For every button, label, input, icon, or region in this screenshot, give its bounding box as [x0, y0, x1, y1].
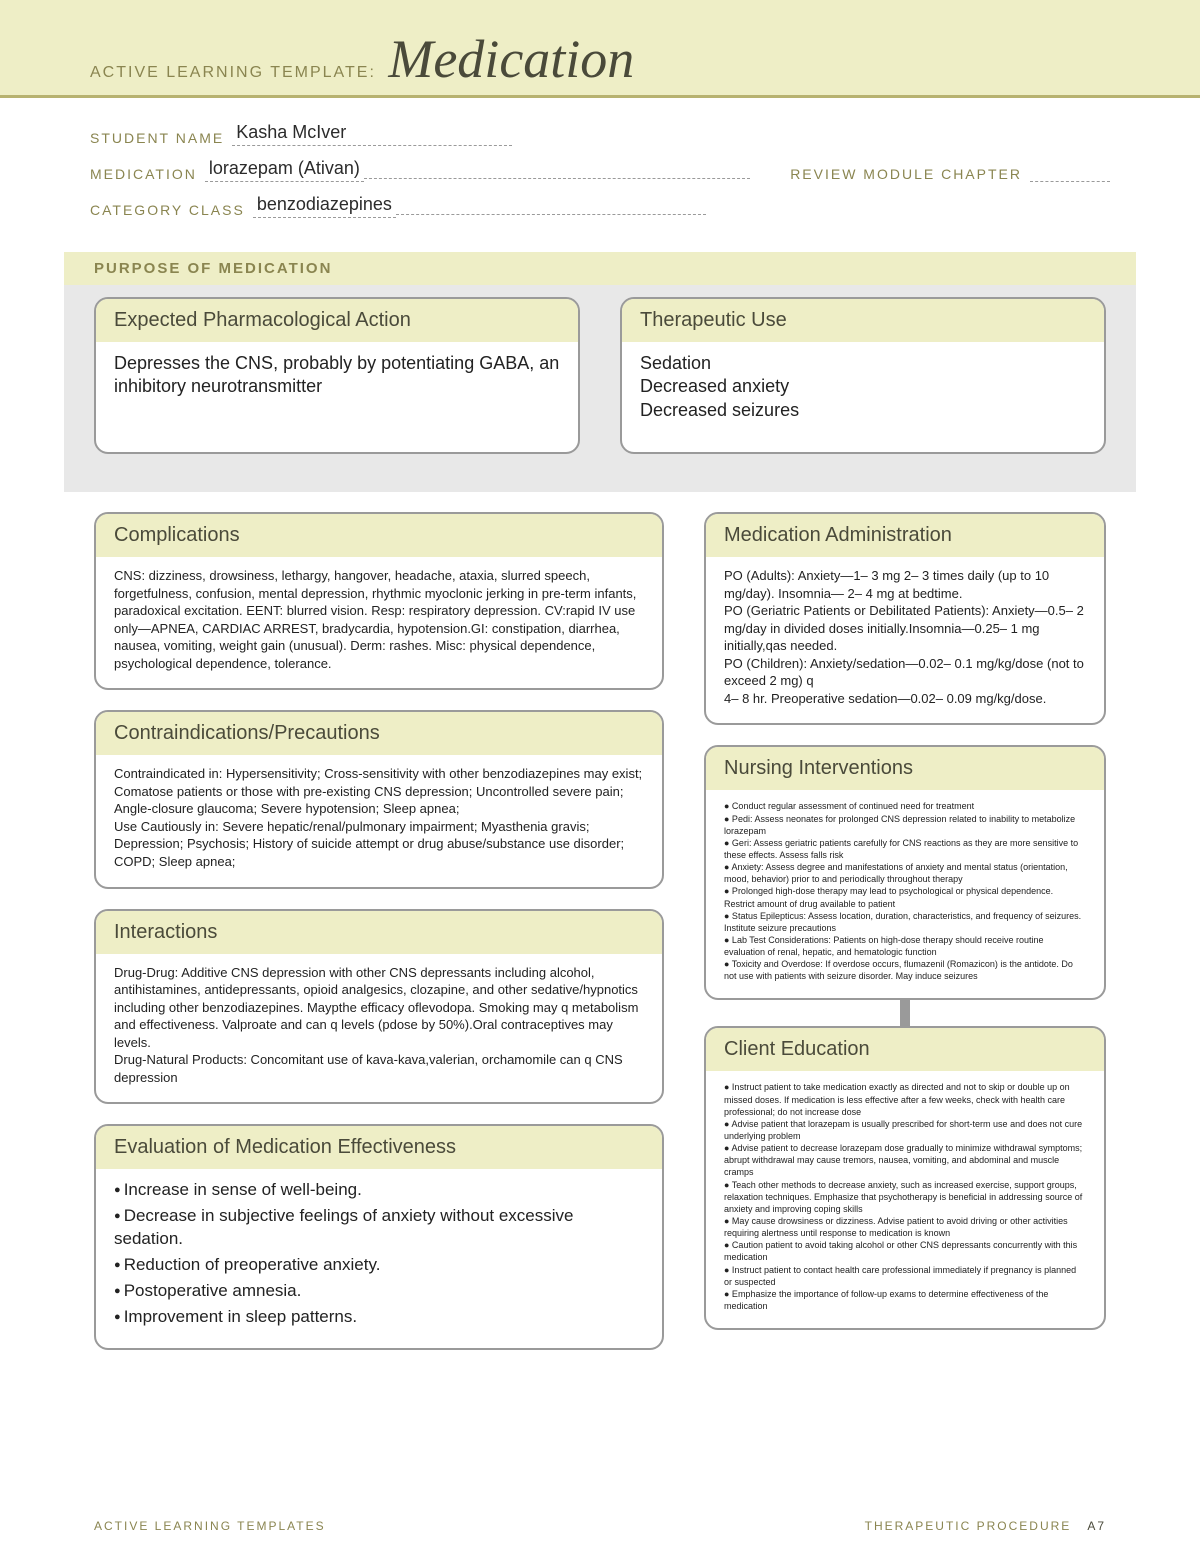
category-label: CATEGORY CLASS	[90, 202, 245, 218]
column-right: Medication Administration PO (Adults): A…	[704, 512, 1106, 1370]
meta-row-student: STUDENT NAME Kasha McIver	[90, 122, 1110, 146]
meta-row-medication: MEDICATION lorazepam (Ativan) REVIEW MOD…	[90, 158, 1110, 182]
contraindications-title: Contraindications/Precautions	[96, 712, 662, 755]
header-band: ACTIVE LEARNING TEMPLATE: Medication	[0, 0, 1200, 98]
box-education: Client Education ● Instruct patient to t…	[704, 1026, 1106, 1330]
use-title: Therapeutic Use	[622, 299, 1104, 342]
columns: Complications CNS: dizziness, drowsiness…	[0, 492, 1200, 1370]
nursing-body: ● Conduct regular assessment of continue…	[706, 790, 1104, 998]
box-administration: Medication Administration PO (Adults): A…	[704, 512, 1106, 725]
evaluation-title: Evaluation of Medication Effectiveness	[96, 1126, 662, 1169]
education-body: ● Instruct patient to take medication ex…	[706, 1071, 1104, 1328]
review-label: REVIEW MODULE CHAPTER	[790, 166, 1022, 182]
purpose-header: PURPOSE OF MEDICATION	[64, 252, 1136, 285]
box-contraindications: Contraindications/Precautions Contraindi…	[94, 710, 664, 888]
box-evaluation: Evaluation of Medication Effectiveness I…	[94, 1124, 664, 1350]
box-complications: Complications CNS: dizziness, drowsiness…	[94, 512, 664, 690]
eval-item: Decrease in subjective feelings of anxie…	[114, 1205, 644, 1249]
evaluation-list: Increase in sense of well-being. Decreas…	[114, 1179, 644, 1328]
footer: ACTIVE LEARNING TEMPLATES THERAPEUTIC PR…	[0, 1519, 1200, 1533]
category-value: benzodiazepines	[253, 194, 396, 218]
eval-item: Reduction of preoperative anxiety.	[114, 1254, 644, 1276]
student-label: STUDENT NAME	[90, 130, 224, 146]
purpose-section: PURPOSE OF MEDICATION Expected Pharmacol…	[64, 252, 1136, 492]
complications-title: Complications	[96, 514, 662, 557]
eval-item: Increase in sense of well-being.	[114, 1179, 644, 1201]
nursing-title: Nursing Interventions	[706, 747, 1104, 790]
complications-body: CNS: dizziness, drowsiness, lethargy, ha…	[96, 557, 662, 688]
footer-right: THERAPEUTIC PROCEDURE A7	[865, 1519, 1106, 1533]
box-nursing: Nursing Interventions ● Conduct regular …	[704, 745, 1106, 1000]
box-interactions: Interactions Drug-Drug: Additive CNS dep…	[94, 909, 664, 1105]
meta-row-category: CATEGORY CLASS benzodiazepines	[90, 194, 1110, 218]
interactions-title: Interactions	[96, 911, 662, 954]
footer-left: ACTIVE LEARNING TEMPLATES	[94, 1519, 326, 1533]
footer-page: A7	[1087, 1519, 1106, 1533]
medication-label: MEDICATION	[90, 166, 197, 182]
column-left: Complications CNS: dizziness, drowsiness…	[94, 512, 664, 1370]
fill-line	[396, 214, 706, 215]
administration-title: Medication Administration	[706, 514, 1104, 557]
eval-item: Improvement in sleep patterns.	[114, 1306, 644, 1328]
student-value: Kasha McIver	[232, 122, 512, 146]
action-title: Expected Pharmacological Action	[96, 299, 578, 342]
page: ACTIVE LEARNING TEMPLATE: Medication STU…	[0, 0, 1200, 1553]
fill-line	[364, 178, 750, 179]
action-body: Depresses the CNS, probably by potentiat…	[96, 342, 578, 452]
review-value	[1030, 179, 1110, 182]
footer-right-text: THERAPEUTIC PROCEDURE	[865, 1519, 1072, 1533]
eval-item: Postoperative amnesia.	[114, 1280, 644, 1302]
connector-bar	[900, 1000, 910, 1026]
meta-section: STUDENT NAME Kasha McIver MEDICATION lor…	[0, 98, 1200, 240]
medication-value: lorazepam (Ativan)	[205, 158, 364, 182]
evaluation-body: Increase in sense of well-being. Decreas…	[96, 1169, 662, 1348]
header-prefix: ACTIVE LEARNING TEMPLATE:	[90, 64, 376, 82]
box-use: Therapeutic Use Sedation Decreased anxie…	[620, 297, 1106, 454]
interactions-body: Drug-Drug: Additive CNS depression with …	[96, 954, 662, 1103]
education-title: Client Education	[706, 1028, 1104, 1071]
box-action: Expected Pharmacological Action Depresse…	[94, 297, 580, 454]
contraindications-body: Contraindicated in: Hypersensitivity; Cr…	[96, 755, 662, 886]
use-body: Sedation Decreased anxiety Decreased sei…	[622, 342, 1104, 452]
administration-body: PO (Adults): Anxiety—1– 3 mg 2– 3 times …	[706, 557, 1104, 723]
header-title: Medication	[388, 28, 634, 90]
